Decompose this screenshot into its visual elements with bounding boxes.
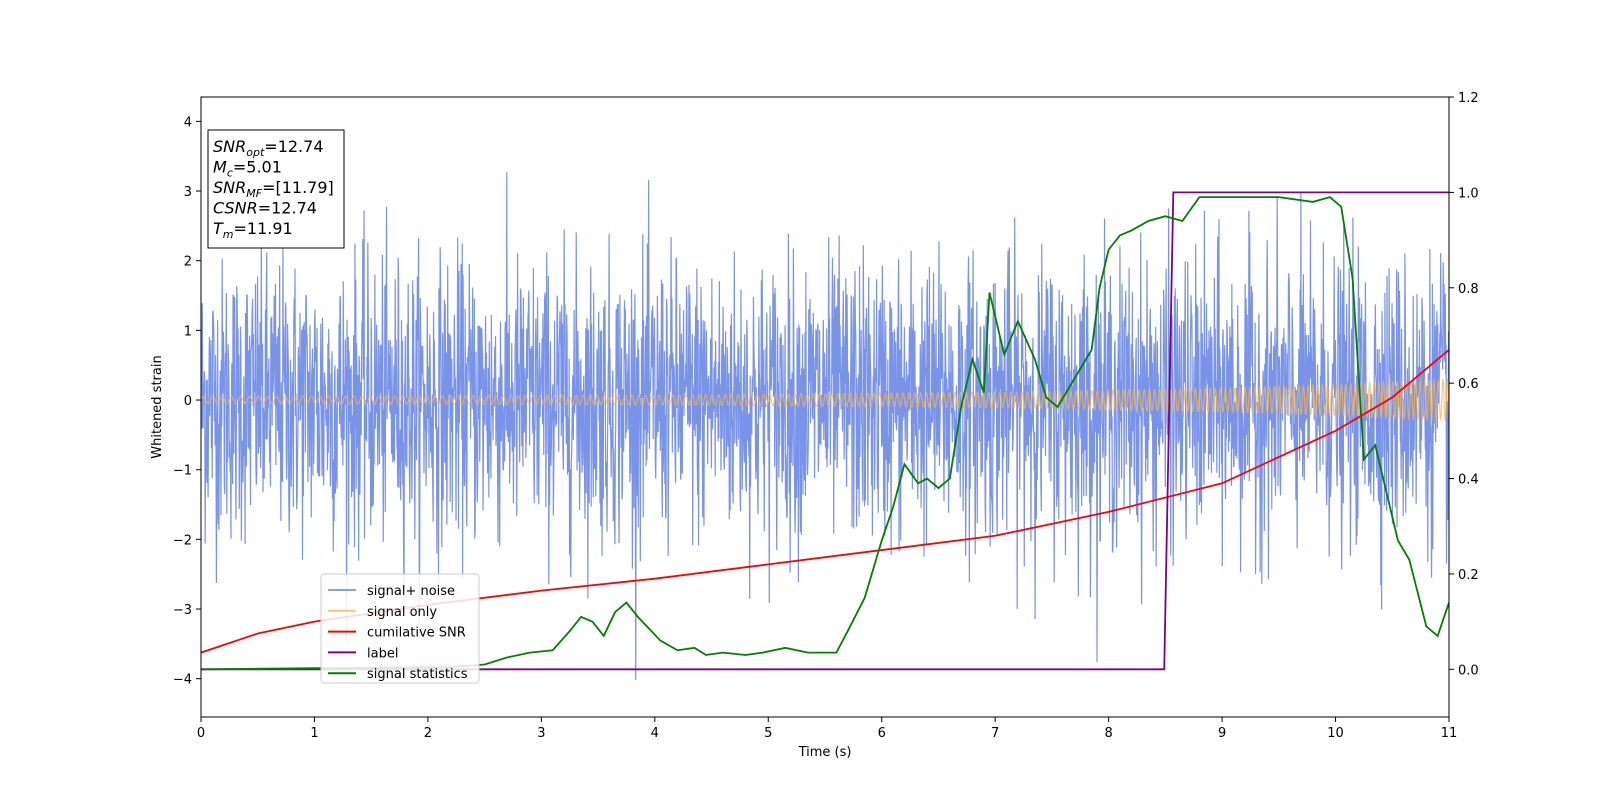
x-tick-label: 0 (197, 726, 205, 741)
y-tick-label: 3 (184, 185, 192, 200)
x-tick-label: 8 (1104, 726, 1112, 741)
annotation-line: CSNR=12.74 (213, 199, 317, 218)
y2-tick-label: 0.6 (1458, 377, 1479, 392)
x-tick-label: 11 (1441, 726, 1458, 741)
legend-label: signal+ noise (367, 584, 455, 599)
series-signal-only (201, 377, 1449, 423)
y2-tick-label: 1.2 (1458, 91, 1479, 106)
y2-tick-label: 0.4 (1458, 473, 1479, 488)
y-tick-label: 4 (184, 115, 192, 130)
legend-label: signal statistics (367, 667, 468, 682)
y-tick-label: 1 (184, 324, 192, 339)
y2-tick-label: 1.0 (1458, 186, 1479, 201)
annotation-line: Tm=11.91 (213, 219, 293, 241)
x-tick-label: 6 (878, 726, 886, 741)
x-tick-label: 5 (764, 726, 772, 741)
y-tick-label: −3 (173, 603, 192, 618)
legend-label: cumilative SNR (367, 626, 466, 641)
legend-label: label (367, 646, 398, 661)
x-tick-label: 3 (537, 726, 545, 741)
y2-tick-label: 0.8 (1458, 282, 1479, 297)
y-tick-label: −1 (173, 464, 192, 479)
x-axis: 0 1 2 3 4 5 6 7 8 9 10 11 (197, 717, 1457, 741)
x-tick-label: 7 (991, 726, 999, 741)
y-tick-label: −2 (173, 533, 192, 548)
y2-tick-label: 0.2 (1458, 568, 1479, 583)
annotation-line: Mc=5.01 (213, 158, 282, 180)
x-tick-label: 10 (1327, 726, 1344, 741)
series-signal-statistics (201, 196, 1449, 671)
annotation-line: SNRMF=[11.79] (213, 178, 334, 200)
x-axis-label: Time (s) (798, 745, 852, 760)
y-tick-label: 0 (184, 394, 192, 409)
legend-frame (320, 573, 480, 684)
y2-tick-label: 0.0 (1458, 663, 1479, 678)
plot-frame (200, 96, 1450, 718)
y-tick-label: 2 (184, 255, 192, 270)
metrics-annotation-box: SNRopt=12.74Mc=5.01SNRMF=[11.79]CSNR=12.… (207, 129, 345, 249)
legend-label: signal only (367, 605, 437, 620)
x-tick-label: 4 (651, 726, 659, 741)
x-tick-label: 9 (1218, 726, 1226, 741)
y-axis-right: 0.0 0.2 0.4 0.6 0.8 1.0 1.2 (1449, 91, 1479, 678)
y-tick-label: −4 (173, 673, 192, 688)
annotation-frame (207, 129, 345, 249)
annotation-line: SNRopt=12.74 (213, 137, 324, 159)
x-tick-label: 1 (310, 726, 318, 741)
series-label (201, 191, 1449, 671)
y-axis-left: −4 −3 −2 −1 0 1 2 3 4 (173, 115, 201, 688)
x-tick-label: 2 (424, 726, 432, 741)
y-axis-label: Whitened strain (150, 355, 165, 458)
legend: signal+ noise signal only cumilative SNR la… (320, 573, 480, 684)
